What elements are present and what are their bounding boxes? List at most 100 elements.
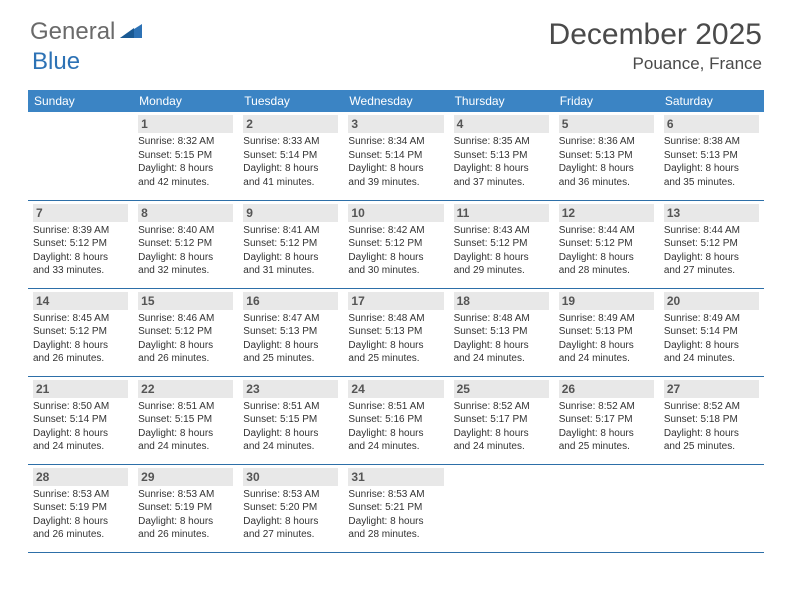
daylight-text: and 24 minutes.	[33, 440, 128, 454]
daylight-text: Daylight: 8 hours	[138, 515, 233, 529]
sunrise-text: Sunrise: 8:53 AM	[138, 488, 233, 502]
calendar-week-row: 14Sunrise: 8:45 AMSunset: 5:12 PMDayligh…	[28, 288, 764, 376]
day-number: 18	[454, 292, 549, 310]
daylight-text: Daylight: 8 hours	[243, 339, 338, 353]
day-number: 19	[559, 292, 654, 310]
sunrise-text: Sunrise: 8:49 AM	[559, 312, 654, 326]
sunset-text: Sunset: 5:14 PM	[664, 325, 759, 339]
daylight-text: Daylight: 8 hours	[559, 427, 654, 441]
day-header: Tuesday	[238, 90, 343, 112]
sunrise-text: Sunrise: 8:48 AM	[454, 312, 549, 326]
title-block: December 2025 Pouance, France	[549, 18, 762, 74]
sunrise-text: Sunrise: 8:53 AM	[33, 488, 128, 502]
calendar-day-cell	[449, 464, 554, 552]
calendar-day-cell: 21Sunrise: 8:50 AMSunset: 5:14 PMDayligh…	[28, 376, 133, 464]
day-header-row: Sunday Monday Tuesday Wednesday Thursday…	[28, 90, 764, 112]
daylight-text: Daylight: 8 hours	[348, 427, 443, 441]
daylight-text: and 29 minutes.	[454, 264, 549, 278]
calendar-day-cell: 1Sunrise: 8:32 AMSunset: 5:15 PMDaylight…	[133, 112, 238, 200]
day-number: 27	[664, 380, 759, 398]
daylight-text: Daylight: 8 hours	[454, 251, 549, 265]
daylight-text: and 26 minutes.	[138, 352, 233, 366]
sunrise-text: Sunrise: 8:52 AM	[664, 400, 759, 414]
day-number: 7	[33, 204, 128, 222]
calendar-day-cell: 4Sunrise: 8:35 AMSunset: 5:13 PMDaylight…	[449, 112, 554, 200]
daylight-text: and 31 minutes.	[243, 264, 338, 278]
day-header: Saturday	[659, 90, 764, 112]
location-label: Pouance, France	[549, 54, 762, 74]
daylight-text: Daylight: 8 hours	[243, 427, 338, 441]
sunset-text: Sunset: 5:12 PM	[138, 237, 233, 251]
sunset-text: Sunset: 5:12 PM	[243, 237, 338, 251]
sunrise-text: Sunrise: 8:43 AM	[454, 224, 549, 238]
day-number: 8	[138, 204, 233, 222]
sunrise-text: Sunrise: 8:35 AM	[454, 135, 549, 149]
daylight-text: Daylight: 8 hours	[348, 162, 443, 176]
calendar-day-cell: 10Sunrise: 8:42 AMSunset: 5:12 PMDayligh…	[343, 200, 448, 288]
month-title: December 2025	[549, 18, 762, 52]
calendar-day-cell: 20Sunrise: 8:49 AMSunset: 5:14 PMDayligh…	[659, 288, 764, 376]
day-number: 25	[454, 380, 549, 398]
daylight-text: and 41 minutes.	[243, 176, 338, 190]
sunset-text: Sunset: 5:14 PM	[243, 149, 338, 163]
sunrise-text: Sunrise: 8:34 AM	[348, 135, 443, 149]
daylight-text: and 39 minutes.	[348, 176, 443, 190]
calendar-day-cell: 25Sunrise: 8:52 AMSunset: 5:17 PMDayligh…	[449, 376, 554, 464]
sunset-text: Sunset: 5:13 PM	[664, 149, 759, 163]
daylight-text: and 33 minutes.	[33, 264, 128, 278]
sunset-text: Sunset: 5:21 PM	[348, 501, 443, 515]
sunset-text: Sunset: 5:15 PM	[138, 413, 233, 427]
sunset-text: Sunset: 5:12 PM	[559, 237, 654, 251]
daylight-text: Daylight: 8 hours	[138, 339, 233, 353]
sunset-text: Sunset: 5:15 PM	[138, 149, 233, 163]
sunset-text: Sunset: 5:13 PM	[559, 149, 654, 163]
daylight-text: Daylight: 8 hours	[348, 339, 443, 353]
sunset-text: Sunset: 5:13 PM	[243, 325, 338, 339]
daylight-text: and 24 minutes.	[664, 352, 759, 366]
daylight-text: and 26 minutes.	[138, 528, 233, 542]
calendar-day-cell: 3Sunrise: 8:34 AMSunset: 5:14 PMDaylight…	[343, 112, 448, 200]
sunset-text: Sunset: 5:17 PM	[454, 413, 549, 427]
sunset-text: Sunset: 5:12 PM	[348, 237, 443, 251]
calendar-day-cell: 17Sunrise: 8:48 AMSunset: 5:13 PMDayligh…	[343, 288, 448, 376]
day-number: 23	[243, 380, 338, 398]
daylight-text: Daylight: 8 hours	[559, 251, 654, 265]
sunrise-text: Sunrise: 8:53 AM	[243, 488, 338, 502]
daylight-text: Daylight: 8 hours	[243, 251, 338, 265]
daylight-text: and 25 minutes.	[243, 352, 338, 366]
sunset-text: Sunset: 5:16 PM	[348, 413, 443, 427]
calendar-week-row: 21Sunrise: 8:50 AMSunset: 5:14 PMDayligh…	[28, 376, 764, 464]
day-number: 21	[33, 380, 128, 398]
calendar-day-cell: 8Sunrise: 8:40 AMSunset: 5:12 PMDaylight…	[133, 200, 238, 288]
calendar-day-cell: 31Sunrise: 8:53 AMSunset: 5:21 PMDayligh…	[343, 464, 448, 552]
sunrise-text: Sunrise: 8:36 AM	[559, 135, 654, 149]
daylight-text: Daylight: 8 hours	[348, 251, 443, 265]
daylight-text: Daylight: 8 hours	[664, 251, 759, 265]
daylight-text: and 28 minutes.	[348, 528, 443, 542]
sunset-text: Sunset: 5:13 PM	[454, 149, 549, 163]
calendar-day-cell: 29 Sunrise: 8:53 AMSunset: 5:19 PMDayligh…	[133, 464, 238, 552]
day-number: 29	[138, 468, 233, 486]
day-header: Sunday	[28, 90, 133, 112]
calendar-day-cell: 18Sunrise: 8:48 AMSunset: 5:13 PMDayligh…	[449, 288, 554, 376]
day-number: 30	[243, 468, 338, 486]
sunset-text: Sunset: 5:12 PM	[33, 325, 128, 339]
sunrise-text: Sunrise: 8:33 AM	[243, 135, 338, 149]
sunrise-text: Sunrise: 8:49 AM	[664, 312, 759, 326]
day-number: 17	[348, 292, 443, 310]
sunrise-text: Sunrise: 8:51 AM	[243, 400, 338, 414]
sunrise-text: Sunrise: 8:52 AM	[454, 400, 549, 414]
sunset-text: Sunset: 5:19 PM	[138, 501, 233, 515]
day-number: 5	[559, 115, 654, 133]
daylight-text: Daylight: 8 hours	[243, 162, 338, 176]
daylight-text: and 24 minutes.	[454, 352, 549, 366]
calendar-day-cell: 22Sunrise: 8:51 AMSunset: 5:15 PMDayligh…	[133, 376, 238, 464]
day-number: 12	[559, 204, 654, 222]
sunset-text: Sunset: 5:19 PM	[33, 501, 128, 515]
daylight-text: and 25 minutes.	[559, 440, 654, 454]
sunrise-text: Sunrise: 8:38 AM	[664, 135, 759, 149]
daylight-text: Daylight: 8 hours	[348, 515, 443, 529]
daylight-text: Daylight: 8 hours	[33, 339, 128, 353]
sunset-text: Sunset: 5:12 PM	[138, 325, 233, 339]
daylight-text: and 37 minutes.	[454, 176, 549, 190]
